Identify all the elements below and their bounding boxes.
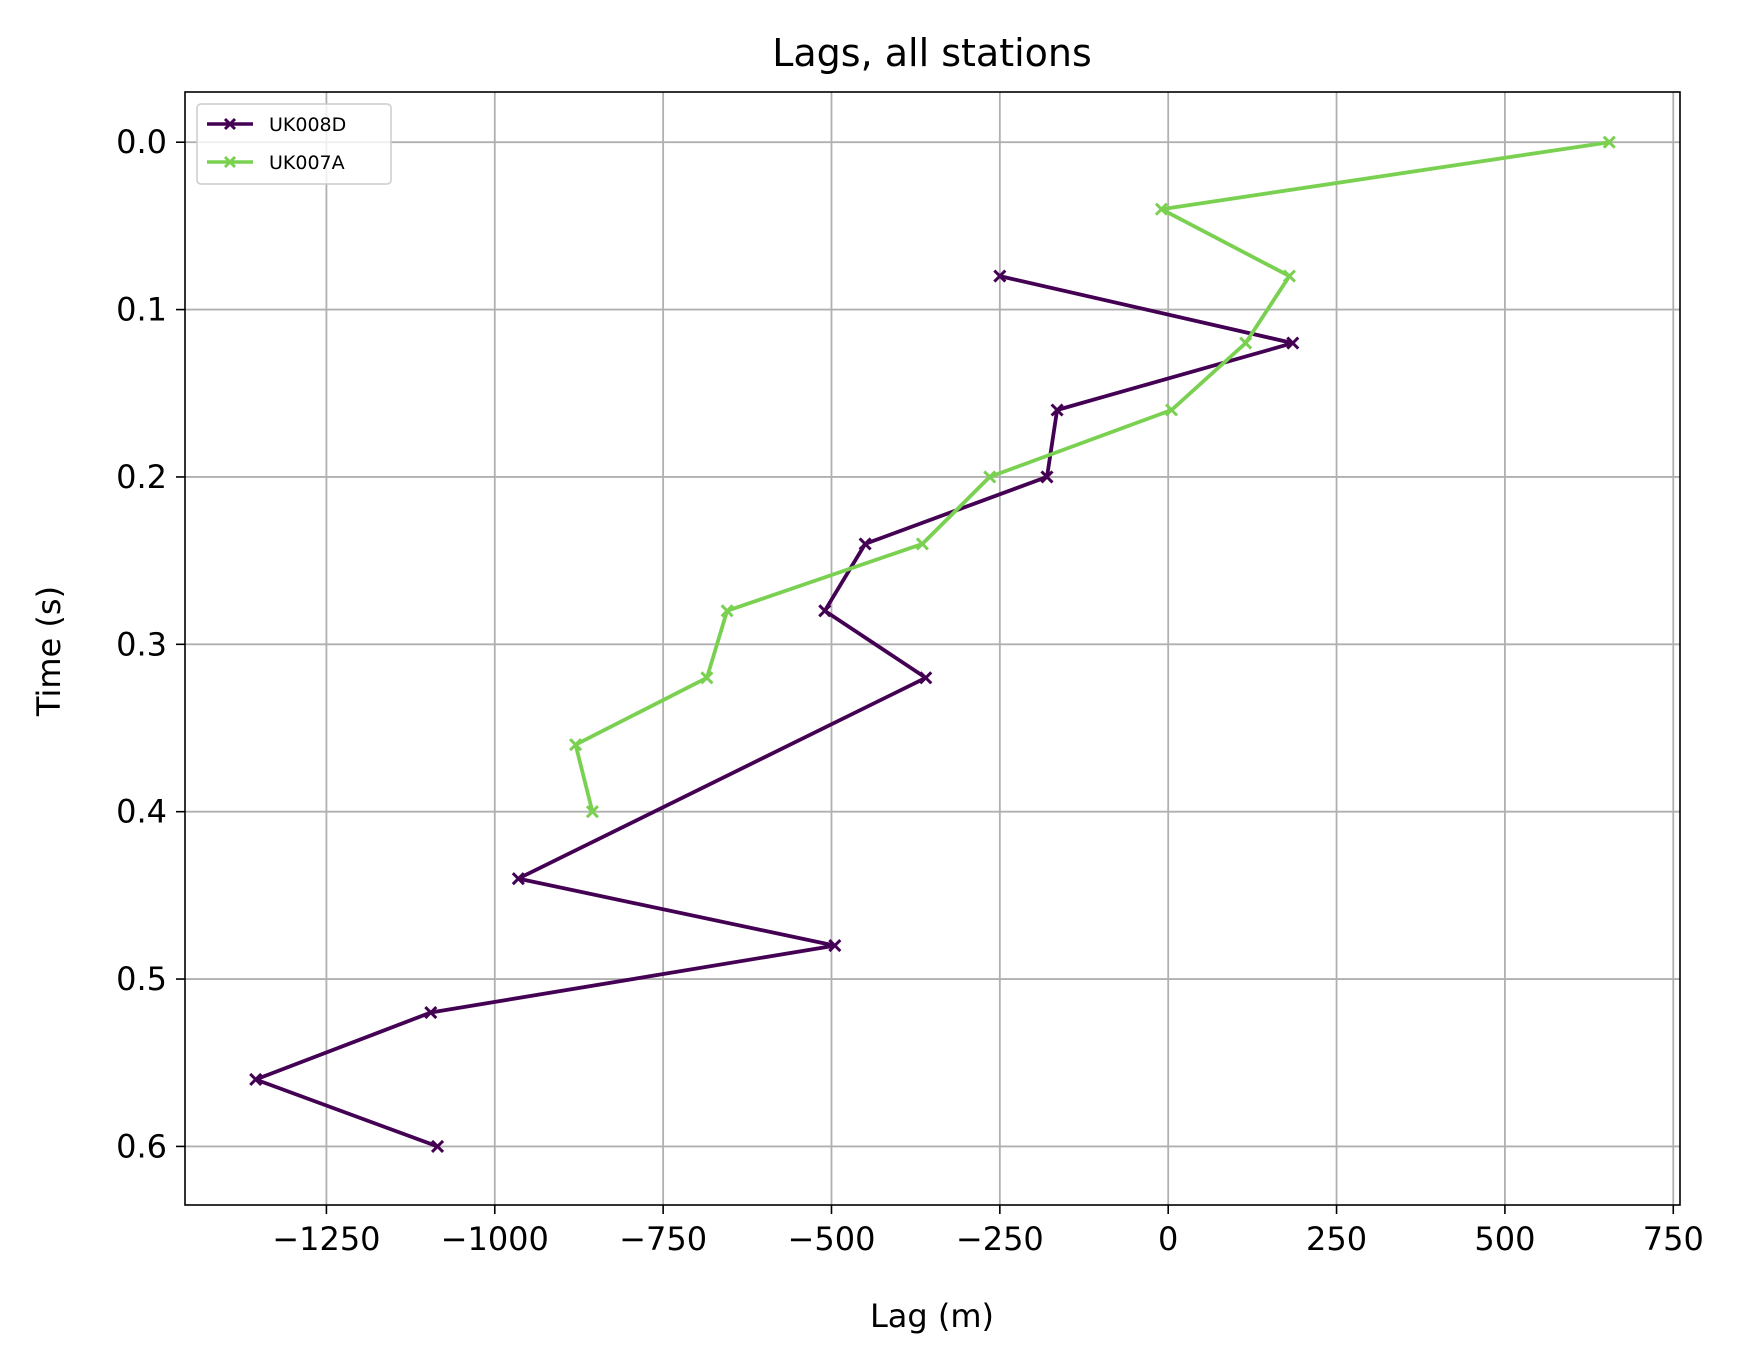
legend-entry-uk007a: UK007A xyxy=(207,152,345,174)
data-point-uk007a xyxy=(569,738,583,752)
y-tick-label: 0.4 xyxy=(116,793,167,831)
data-point-uk007a xyxy=(585,805,599,819)
data-point-uk007a xyxy=(1239,336,1253,350)
y-tick-label: 0.2 xyxy=(116,458,167,496)
data-point-uk008d xyxy=(1040,470,1054,484)
data-point-uk007a xyxy=(1602,135,1616,149)
legend-marker-uk007a xyxy=(223,155,237,169)
x-axis-label: Lag (m) xyxy=(870,1297,994,1335)
data-point-uk008d xyxy=(993,269,1007,283)
y-axis-ticks: 0.0 0.1 0.2 0.3 0.4 0.5 0.6 xyxy=(116,123,185,1165)
x-tick-label: 0 xyxy=(1158,1220,1178,1258)
data-point-uk008d xyxy=(1050,403,1064,417)
y-tick-label: 0.6 xyxy=(116,1127,167,1165)
legend-label-uk007a: UK007A xyxy=(269,152,345,174)
x-tick-label: −1250 xyxy=(272,1220,380,1258)
y-tick-label: 0.3 xyxy=(116,625,167,663)
x-tick-label: 750 xyxy=(1643,1220,1704,1258)
data-point-uk008d xyxy=(828,939,842,953)
series-layer xyxy=(249,135,1616,1153)
x-tick-label: 250 xyxy=(1306,1220,1367,1258)
series-uk007a xyxy=(569,135,1616,819)
data-point-uk008d xyxy=(858,537,872,551)
x-tick-label: −500 xyxy=(788,1220,876,1258)
plot-frame xyxy=(184,91,1681,1206)
data-point-uk007a xyxy=(720,604,734,618)
x-tick-label: −1000 xyxy=(441,1220,549,1258)
y-tick-label: 0.1 xyxy=(116,291,167,329)
legend: UK008D UK007A xyxy=(196,103,392,185)
legend-entry-uk008d: UK008D xyxy=(207,114,346,136)
series-line-uk008d xyxy=(253,274,1295,1149)
y-tick-label: 0.5 xyxy=(116,960,167,998)
data-point-uk007a xyxy=(1165,403,1179,417)
data-point-uk008d xyxy=(424,1005,438,1020)
data-point-uk008d xyxy=(511,872,525,886)
data-point-uk008d xyxy=(818,604,832,618)
series-uk008d xyxy=(249,269,1300,1153)
x-axis-ticks: −1250 −1000 −750 −500 −250 0 250 500 750 xyxy=(272,1205,1704,1258)
legend-marker-uk008d xyxy=(223,117,237,131)
y-tick-label: 0.0 xyxy=(116,123,167,161)
data-point-uk008d xyxy=(249,1072,263,1087)
grid xyxy=(185,92,1680,1205)
y-axis-label: Time (s) xyxy=(30,586,68,717)
data-point-uk007a xyxy=(700,671,714,685)
data-point-uk008d xyxy=(1286,336,1300,350)
legend-label-uk008d: UK008D xyxy=(269,114,346,136)
data-point-uk007a xyxy=(983,470,997,484)
chart-title: Lags, all stations xyxy=(772,31,1092,75)
x-tick-label: −750 xyxy=(619,1220,707,1258)
data-point-uk007a xyxy=(1154,202,1169,216)
x-tick-label: 500 xyxy=(1474,1220,1535,1258)
data-point-uk007a xyxy=(915,537,929,551)
data-point-uk008d xyxy=(430,1139,445,1153)
data-point-uk007a xyxy=(1282,269,1296,283)
x-tick-label: −250 xyxy=(956,1220,1044,1258)
data-point-uk008d xyxy=(919,671,933,685)
